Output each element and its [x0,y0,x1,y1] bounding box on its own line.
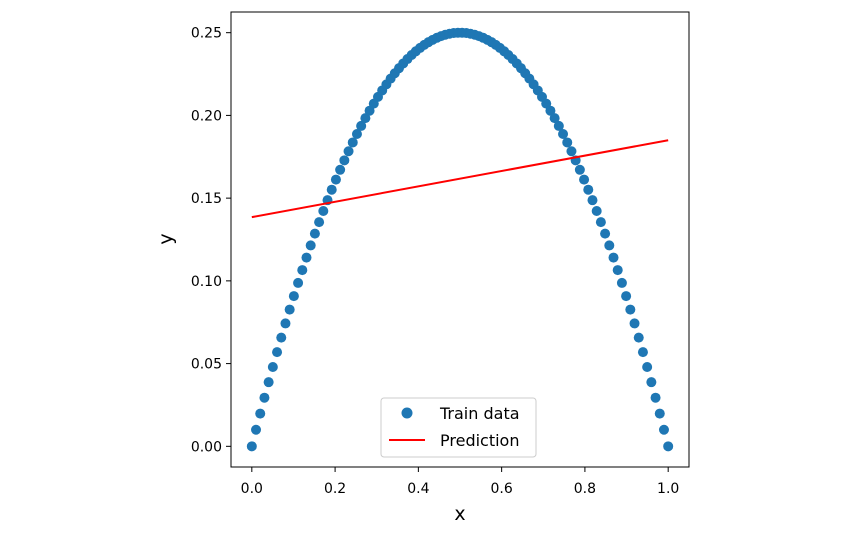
train-data-point [629,318,640,329]
train-data-point [347,137,358,148]
train-data-point [600,228,611,239]
train-data-point [654,408,665,419]
plot-area [246,27,674,452]
train-data-point [301,252,312,263]
train-data-point [280,318,291,329]
train-data-point [637,347,648,358]
train-data-point [318,205,329,216]
y-tick-label: 0.20 [191,108,222,124]
train-data-point [335,164,346,175]
y-tick-label: 0.10 [191,274,222,290]
train-data-point [284,304,295,315]
train-data-point [545,105,556,116]
train-data-point [314,217,325,228]
axes-frame [230,11,690,468]
train-data-point [251,424,262,435]
train-data-point [351,129,362,140]
train-data-point [579,174,590,185]
train-data-point [587,195,598,206]
y-tick-label: 0.15 [191,191,222,207]
train-data-point [658,424,669,435]
train-data-point [259,392,270,403]
y-tick-label: 0.25 [191,26,222,42]
x-tick-label: 0.8 [574,481,596,497]
train-data-point [360,113,371,124]
train-data-point [621,291,632,302]
legend: Train data Prediction [380,397,537,458]
train-data-point [591,205,602,216]
x-tick-label: 1.0 [657,481,679,497]
train-data-point [255,408,266,419]
train-data-point [343,146,354,157]
train-data-point [297,265,308,276]
train-data-point [583,184,594,195]
train-data-point [263,377,274,388]
train-data-point [326,184,337,195]
y-tick-label: 0.00 [191,439,222,455]
train-data-point [663,441,674,452]
train-data-point [595,217,606,228]
y-axis-ticks: 0.00 0.05 0.10 0.15 0.20 0.25 [191,26,231,455]
train-data-point [633,332,644,343]
train-data-point [642,361,653,372]
train-data-point [566,146,577,157]
x-tick-label: 0.4 [407,481,429,497]
train-data-point [246,441,257,452]
train-data-point [293,277,304,288]
train-data-point [553,120,564,131]
train-data-point [616,277,627,288]
x-axis-label: x [454,503,465,525]
train-data-point [356,120,367,131]
x-tick-label: 0.2 [324,481,346,497]
train-data-point [562,137,573,148]
train-data-point [272,347,283,358]
train-data-point [339,155,350,166]
train-data-point [646,377,657,388]
y-tick-label: 0.05 [191,357,222,373]
train-data-point [558,129,569,140]
train-data-point [330,174,341,185]
train-data-point [650,392,661,403]
train-data-point [574,164,585,175]
train-data-point [309,228,320,239]
legend-box [380,397,537,458]
train-data-point [549,113,560,124]
train-data-point [625,304,636,315]
legend-train-data-marker [401,407,413,419]
prediction-line [251,139,669,219]
legend-prediction-label: Prediction [440,431,519,450]
train-data-point [305,240,316,251]
legend-train-data-label: Train data [439,404,520,423]
train-data-point [612,265,623,276]
train-data-point [276,332,287,343]
train-data-point [604,240,615,251]
y-axis-label: y [155,233,177,244]
x-tick-label: 0.0 [241,481,263,497]
x-axis-ticks: 0.0 0.2 0.4 0.6 0.8 1.0 [241,467,679,497]
train-data-point [267,361,278,372]
train-data-point [288,291,299,302]
train-data-point [608,252,619,263]
x-tick-label: 0.6 [491,481,513,497]
